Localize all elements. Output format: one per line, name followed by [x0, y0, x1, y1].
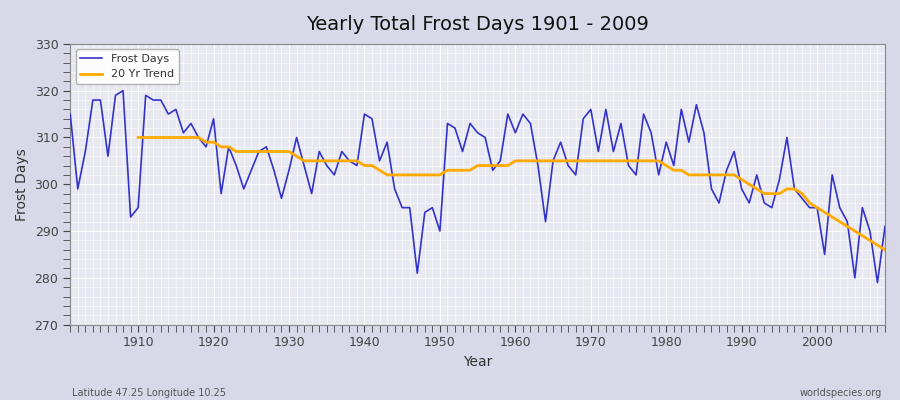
Frost Days: [132, 205, 143, 210]
Text: worldspecies.org: worldspecies.org: [800, 388, 882, 398]
Frost Days: [65, 112, 76, 116]
20 Yr Trend: [132, 135, 143, 140]
20 Yr Trend: [879, 247, 890, 252]
Text: Latitude 47.25 Longitude 10.25: Latitude 47.25 Longitude 10.25: [72, 388, 226, 398]
20 Yr Trend: [578, 158, 589, 163]
20 Yr Trend: [842, 224, 852, 229]
20 Yr Trend: [306, 158, 317, 163]
Title: Yearly Total Frost Days 1901 - 2009: Yearly Total Frost Days 1901 - 2009: [306, 15, 649, 34]
Legend: Frost Days, 20 Yr Trend: Frost Days, 20 Yr Trend: [76, 50, 179, 84]
X-axis label: Year: Year: [463, 355, 492, 369]
Frost Days: [872, 280, 883, 285]
20 Yr Trend: [819, 210, 830, 215]
Frost Days: [518, 112, 528, 116]
Line: 20 Yr Trend: 20 Yr Trend: [138, 138, 885, 250]
20 Yr Trend: [276, 149, 287, 154]
Frost Days: [510, 130, 521, 135]
Frost Days: [118, 88, 129, 93]
Frost Days: [299, 163, 310, 168]
Frost Days: [879, 224, 890, 229]
20 Yr Trend: [518, 158, 528, 163]
Frost Days: [344, 158, 355, 163]
Frost Days: [608, 149, 619, 154]
Line: Frost Days: Frost Days: [70, 91, 885, 282]
Y-axis label: Frost Days: Frost Days: [15, 148, 29, 221]
